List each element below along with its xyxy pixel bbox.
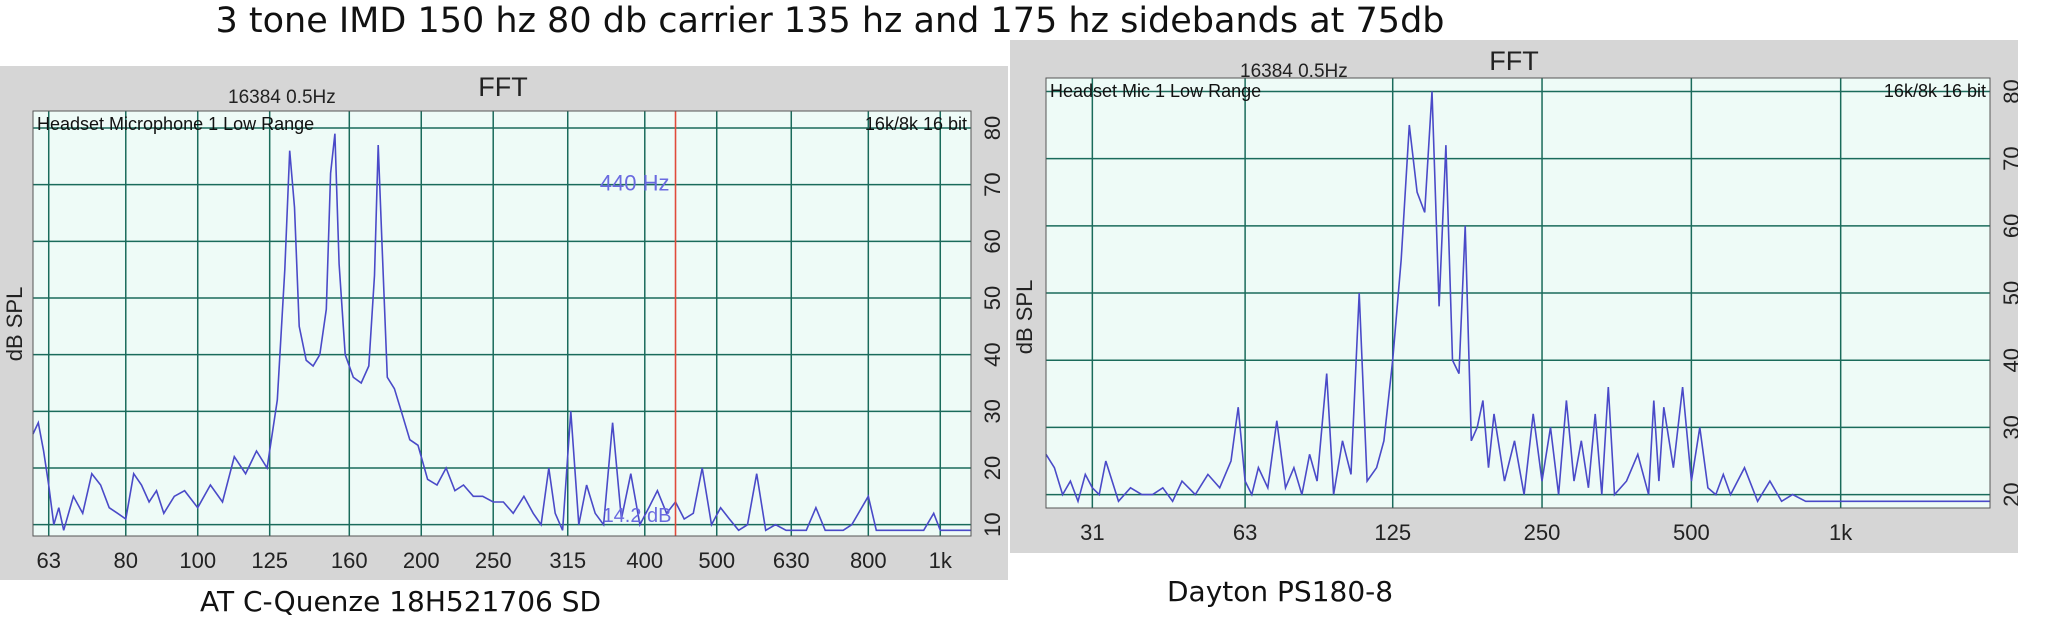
y-tick-label: 20 <box>980 456 1005 480</box>
channel-label: Headset Microphone 1 Low Range <box>37 114 314 134</box>
x-tick-label: 125 <box>251 548 288 573</box>
y-tick-label: 40 <box>1999 348 2018 372</box>
y-tick-label: 30 <box>1999 415 2018 439</box>
x-tick-label: 100 <box>179 548 216 573</box>
x-tick-label: 250 <box>1524 520 1561 545</box>
y-tick-label: 30 <box>980 399 1005 423</box>
x-tick-label: 31 <box>1080 520 1104 545</box>
caption-right: Dayton PS180-8 <box>1167 575 1394 608</box>
y-tick-label: 80 <box>980 116 1005 140</box>
format-label: 16k/8k 16 bit <box>1884 81 1986 101</box>
y-tick-label: 70 <box>980 172 1005 196</box>
fft-chart-left: FFT 16384 0.5Hz 63 80 100 125 160 200 250 315 400 5… <box>2 72 1005 573</box>
plot-border <box>1045 77 1991 509</box>
x-tick-label: 500 <box>698 548 735 573</box>
cursor-freq-label: 440 Hz <box>600 170 670 195</box>
x-tick-label: 63 <box>36 548 60 573</box>
y-axis-label: dB SPL <box>1012 280 1037 355</box>
plot-border <box>32 110 972 537</box>
x-tick-label: 800 <box>850 548 887 573</box>
x-tick-label: 200 <box>403 548 440 573</box>
y-tick-label: 40 <box>980 342 1005 366</box>
y-tick-label: 80 <box>1999 79 2018 103</box>
y-tick-label: 50 <box>1999 281 2018 305</box>
y-axis-label: dB SPL <box>2 287 27 362</box>
fft-info-label: 16384 0.5Hz <box>1240 61 1348 82</box>
fft-trace <box>1045 91 1990 504</box>
page-title: 3 tone IMD 150 hz 80 db carrier 135 hz a… <box>215 1 1445 41</box>
format-label: 16k/8k 16 bit <box>865 114 967 134</box>
x-tick-label: 63 <box>1233 520 1257 545</box>
y-tick-label: 70 <box>1999 146 2018 170</box>
channel-label: Headset Mic 1 Low Range <box>1050 81 1261 101</box>
x-tick-label: 80 <box>114 548 138 573</box>
x-tick-label: 125 <box>1374 520 1411 545</box>
chart-title: FFT <box>1489 46 1538 76</box>
fft-panel-right: FFT 16384 0.5Hz 31 63 125 250 500 1k 20 30 40 50 60 7… <box>1010 40 2024 553</box>
chart-title: FFT <box>478 72 527 102</box>
y-tick-label: 60 <box>980 229 1005 253</box>
cursor-level-label: 14.2 dB <box>603 505 672 527</box>
fft-trace <box>32 133 971 532</box>
y-tick-label: 20 <box>1999 482 2018 506</box>
fft-panel-left: FFT 16384 0.5Hz 63 80 100 125 160 200 250 315 400 5… <box>0 66 1008 580</box>
y-tick-label: 60 <box>1999 214 2018 238</box>
x-tick-label: 160 <box>331 548 368 573</box>
x-tick-label: 1k <box>1829 520 1853 545</box>
fft-info-label: 16384 0.5Hz <box>228 87 336 108</box>
x-tick-label: 315 <box>549 548 586 573</box>
x-tick-label: 250 <box>475 548 512 573</box>
x-tick-label: 630 <box>773 548 810 573</box>
x-tick-label: 1k <box>929 548 953 573</box>
x-tick-label: 400 <box>626 548 663 573</box>
y-tick-label: 50 <box>980 286 1005 310</box>
fft-chart-right: FFT 16384 0.5Hz 31 63 125 250 500 1k 20 30 40 50 60 7… <box>1012 46 2024 545</box>
caption-left: AT C-Quenze 18H521706 SD <box>200 585 602 618</box>
y-tick-label: 10 <box>980 512 1005 536</box>
x-tick-label: 500 <box>1673 520 1710 545</box>
plot-area <box>33 111 971 536</box>
